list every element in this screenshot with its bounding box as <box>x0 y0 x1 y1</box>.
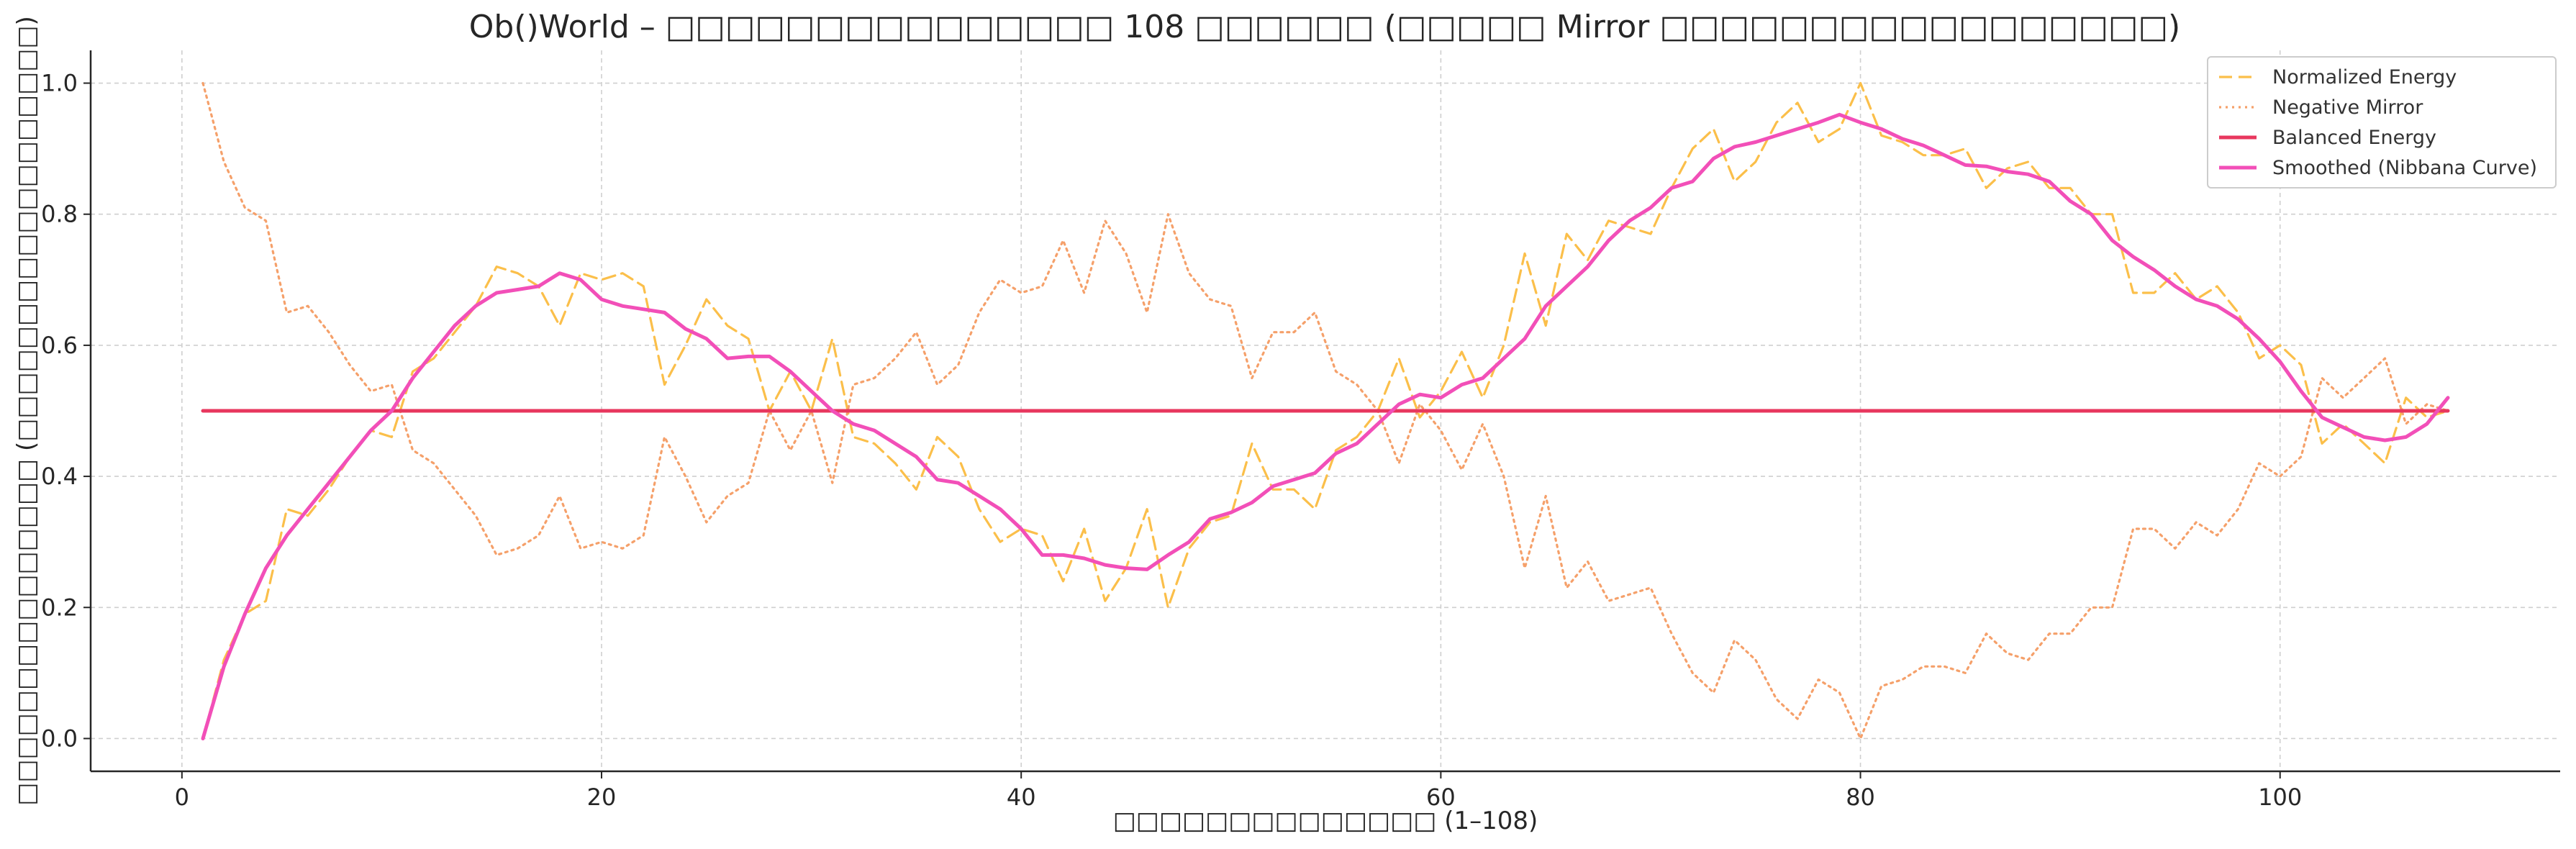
y-tick-label: 0.2 <box>41 594 78 621</box>
series-layer <box>201 81 2450 740</box>
series-line-1 <box>201 81 2449 740</box>
legend-label: Normalized Energy <box>2272 66 2457 88</box>
x-tick-label: 60 <box>1426 784 1456 811</box>
y-tick-label: 0.8 <box>41 201 78 228</box>
legend-label: Negative Mirror <box>2272 96 2423 119</box>
x-tick-label: 100 <box>2258 784 2302 811</box>
series-line-4 <box>201 112 2450 740</box>
x-axis-label: □□□□□□□□□□□□□□ (1–108) <box>1113 807 1538 835</box>
x-tick-label: 20 <box>587 784 617 811</box>
y-tick-label: 0.6 <box>41 332 78 359</box>
legend: Normalized Energy Negative Mirror Balanced… <box>2207 56 2557 189</box>
legend-label: Balanced Energy <box>2272 127 2436 149</box>
y-tick-label: 1.0 <box>41 70 78 97</box>
legend-label: Smoothed (Nibbana Curve) <box>2272 157 2537 179</box>
x-tick-label: 80 <box>1846 784 1875 811</box>
series-line-2 <box>201 81 2449 740</box>
y-axis-ticks: 0.0 0.2 0.4 0.6 0.8 1.0 <box>41 70 91 752</box>
y-tick-label: 0.0 <box>41 725 78 752</box>
y-tick-label: 0.4 <box>41 463 78 490</box>
x-tick-label: 0 <box>175 784 189 811</box>
grid-lines <box>91 50 2560 771</box>
legend-box <box>2207 56 2557 189</box>
y-axis-label: □□□□□□□□□□□□□□□ (□□□□□□□□□□□□□□□□□□) <box>12 16 41 805</box>
chart-title: Ob()World – □□□□□□□□□□□□□□□ 108 □□□□□□ (… <box>469 9 2180 45</box>
x-axis-ticks: 0 20 40 60 80 100 <box>175 771 2302 811</box>
x-tick-label: 40 <box>1007 784 1036 811</box>
